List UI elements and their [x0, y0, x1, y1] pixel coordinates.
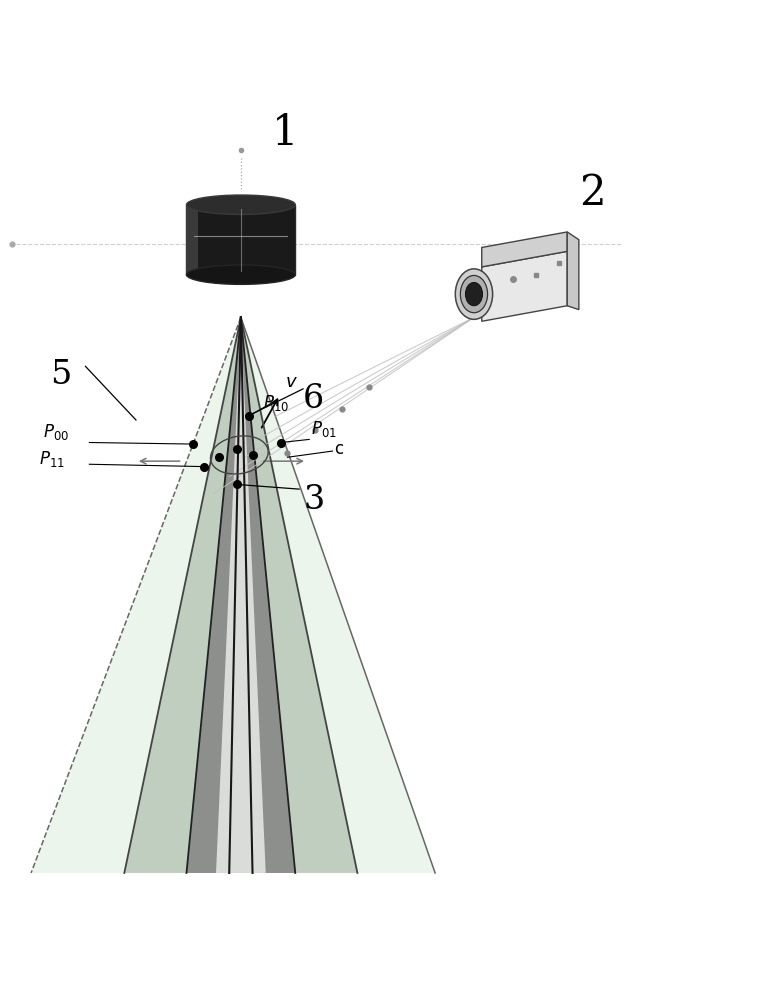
- Text: 3: 3: [303, 484, 324, 516]
- Ellipse shape: [465, 282, 483, 306]
- Text: $P_{00}$: $P_{00}$: [43, 422, 69, 442]
- Text: c: c: [334, 440, 343, 458]
- Polygon shape: [186, 317, 295, 873]
- Polygon shape: [216, 317, 266, 873]
- Ellipse shape: [186, 195, 295, 214]
- Text: v: v: [286, 373, 297, 391]
- Text: 1: 1: [272, 112, 298, 154]
- Polygon shape: [186, 205, 198, 275]
- Text: $P_{10}$: $P_{10}$: [263, 393, 289, 413]
- Ellipse shape: [455, 269, 493, 319]
- Polygon shape: [482, 232, 567, 267]
- Text: $P_{01}$: $P_{01}$: [311, 419, 336, 439]
- Polygon shape: [186, 205, 295, 275]
- Polygon shape: [124, 317, 357, 873]
- Text: 6: 6: [303, 383, 324, 415]
- Text: $P_{11}$: $P_{11}$: [39, 449, 64, 469]
- Text: 5: 5: [51, 359, 72, 391]
- Text: 2: 2: [579, 172, 605, 214]
- Polygon shape: [567, 232, 579, 310]
- Ellipse shape: [186, 265, 295, 284]
- Polygon shape: [482, 251, 567, 321]
- Ellipse shape: [460, 275, 488, 313]
- Polygon shape: [31, 317, 435, 873]
